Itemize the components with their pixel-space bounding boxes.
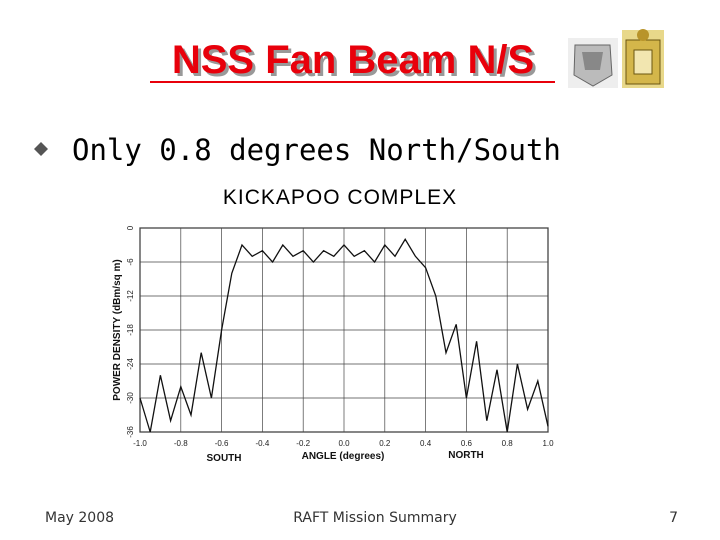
chart: KICKAPOO COMPLEX POWER DENSITY (dBm/sq m…	[112, 186, 554, 464]
x-tick-label: 1.0	[542, 439, 554, 448]
x-tick-label: -1.0	[133, 439, 147, 448]
slide-title: NSS Fan Beam N/S	[172, 38, 534, 82]
x-axis-label: ANGLE (degrees)	[302, 451, 385, 462]
x-tick-label: -0.2	[296, 439, 310, 448]
x-tick-label: -0.8	[174, 439, 188, 448]
x-tick-label: 0.8	[502, 439, 514, 448]
x-tick-label: -0.4	[256, 439, 270, 448]
x-tick-label: 0.4	[420, 439, 432, 448]
logo-left	[568, 38, 618, 88]
footer-title: RAFT Mission Summary	[293, 510, 457, 526]
footer-date: May 2008	[45, 510, 114, 526]
y-tick-label: -30	[126, 392, 135, 404]
y-tick-label: -6	[126, 258, 135, 266]
chart-title: KICKAPOO COMPLEX	[223, 186, 457, 209]
y-tick-label: -18	[126, 324, 135, 336]
logo-right	[622, 29, 664, 88]
x-tick-label: 0.6	[461, 439, 473, 448]
annotation: SOUTH	[207, 453, 242, 464]
y-axis-label: POWER DENSITY (dBm/sq m)	[112, 259, 123, 401]
x-tick-label: -0.6	[215, 439, 229, 448]
y-tick-label: -12	[126, 290, 135, 302]
y-tick-label: -36	[126, 426, 135, 438]
y-tick-label: 0	[126, 225, 135, 230]
bullet-icon	[34, 142, 48, 156]
x-tick-label: 0.0	[338, 439, 350, 448]
annotation: NORTH	[448, 450, 484, 461]
y-tick-label: -24	[126, 358, 135, 370]
x-tick-label: 0.2	[379, 439, 391, 448]
page-number: 7	[669, 510, 678, 526]
data-line	[139, 238, 549, 433]
bullet-text: Only 0.8 degrees North/South	[72, 133, 561, 167]
title-shadow: NSS Fan Beam N/S	[175, 41, 537, 85]
